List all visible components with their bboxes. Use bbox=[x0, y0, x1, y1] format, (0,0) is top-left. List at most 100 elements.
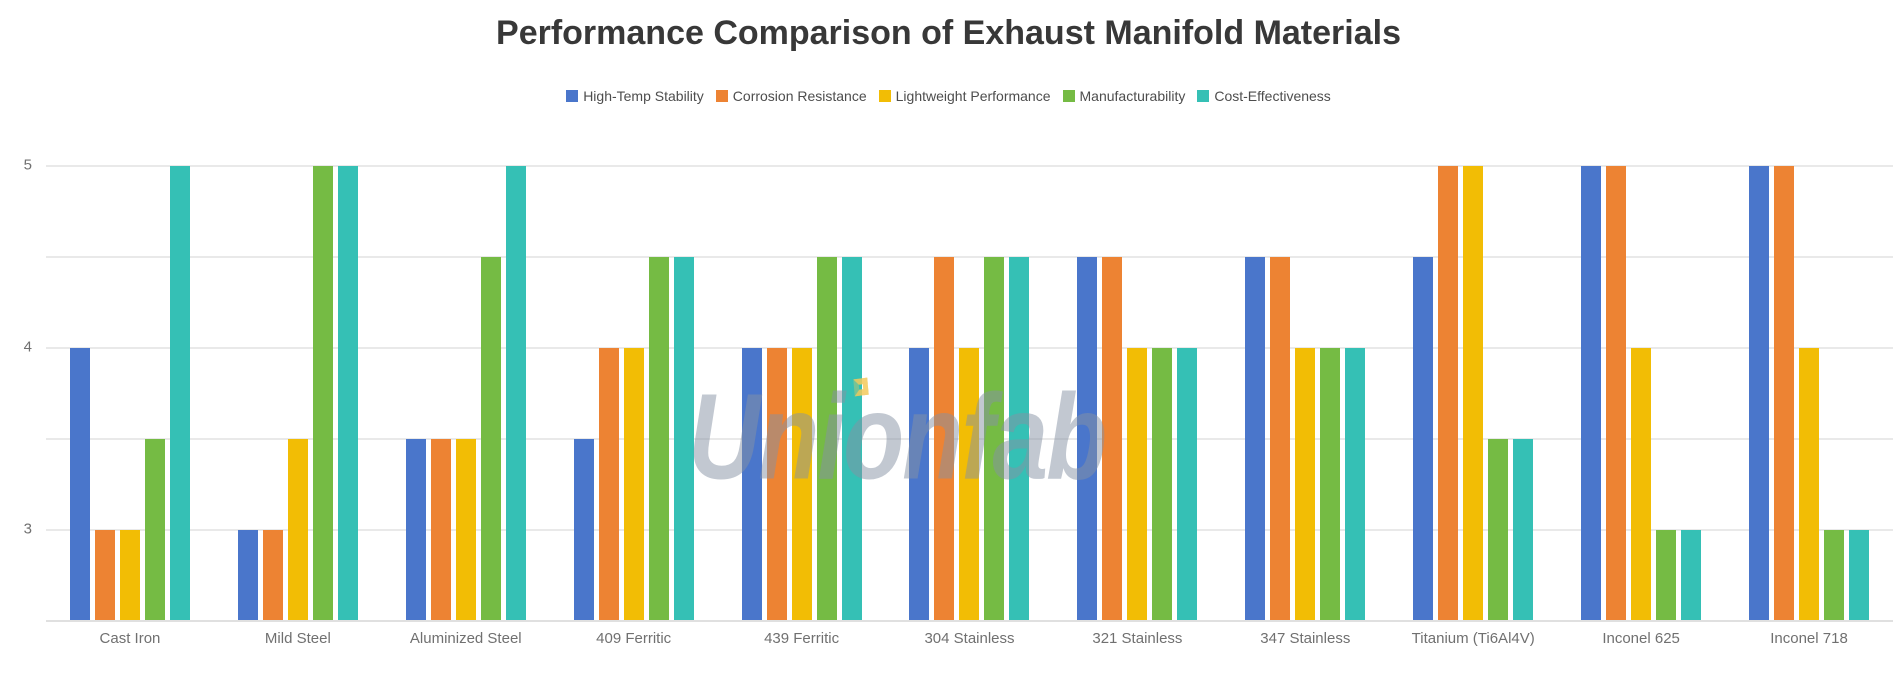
bar bbox=[430, 439, 451, 621]
y-tick-label-5: 5 bbox=[23, 156, 32, 174]
bar bbox=[455, 439, 476, 621]
bar bbox=[598, 348, 619, 621]
bar bbox=[262, 530, 283, 621]
bar bbox=[1824, 530, 1845, 621]
bar-group-9 bbox=[1389, 166, 1557, 621]
bar bbox=[909, 348, 930, 621]
bar bbox=[1681, 530, 1702, 621]
legend-item-3: Lightweight Performance bbox=[878, 88, 1051, 104]
bar bbox=[1606, 166, 1627, 621]
bar bbox=[1774, 166, 1795, 621]
legend-label: Manufacturability bbox=[1079, 88, 1186, 104]
bar bbox=[69, 348, 90, 621]
bar bbox=[1513, 439, 1534, 621]
legend-swatch-icon bbox=[715, 90, 728, 102]
y-tick-label-4: 4 bbox=[23, 338, 32, 356]
bar-group-6 bbox=[886, 166, 1054, 621]
bar bbox=[480, 257, 501, 621]
x-axis-line: 0 bbox=[46, 620, 1893, 622]
bar bbox=[94, 530, 115, 621]
bar-group-11 bbox=[1725, 166, 1893, 621]
bar bbox=[816, 257, 837, 621]
bar bbox=[1320, 348, 1341, 621]
bar bbox=[1152, 348, 1173, 621]
bar bbox=[841, 257, 862, 621]
bar bbox=[1631, 348, 1652, 621]
x-axis-labels: Cast Iron Mild Steel Aluminized Steel 409 F… bbox=[46, 630, 1893, 647]
bar bbox=[1438, 166, 1459, 621]
bar bbox=[623, 348, 644, 621]
bar-groups bbox=[46, 166, 1893, 621]
bar bbox=[287, 439, 308, 621]
bar bbox=[1463, 166, 1484, 621]
bar bbox=[1009, 257, 1030, 621]
bar bbox=[169, 166, 190, 621]
bar bbox=[1656, 530, 1677, 621]
bar-group-8 bbox=[1221, 166, 1389, 621]
bar bbox=[984, 257, 1005, 621]
x-axis-label-9: Titanium (Ti6Al4V) bbox=[1411, 630, 1535, 647]
x-axis-label-2: Mild Steel bbox=[264, 630, 331, 647]
bar-group-7 bbox=[1053, 166, 1221, 621]
bar bbox=[144, 439, 165, 621]
legend-swatch-icon bbox=[566, 90, 579, 102]
legend-item-5: Cost-Effectiveness bbox=[1197, 88, 1331, 104]
bar bbox=[673, 257, 694, 621]
y-tick-label-3: 3 bbox=[23, 520, 32, 538]
chart-legend: High-Temp Stability Corrosion Resistance L… bbox=[0, 88, 1897, 104]
bar-group-3 bbox=[382, 166, 550, 621]
bar bbox=[1413, 257, 1434, 621]
bar bbox=[1077, 257, 1098, 621]
bar bbox=[1245, 257, 1266, 621]
bar bbox=[573, 439, 594, 621]
bar bbox=[119, 530, 140, 621]
legend-label: Corrosion Resistance bbox=[732, 88, 867, 104]
bar bbox=[1345, 348, 1366, 621]
bar bbox=[1177, 348, 1198, 621]
legend-swatch-icon bbox=[878, 90, 891, 102]
chart-title: Performance Comparison of Exhaust Manifo… bbox=[496, 14, 1401, 52]
bar-group-2 bbox=[214, 166, 382, 621]
legend-item-2: Corrosion Resistance bbox=[715, 88, 867, 104]
bar bbox=[505, 166, 526, 621]
legend-label: Cost-Effectiveness bbox=[1214, 88, 1331, 104]
legend-label: High-Temp Stability bbox=[583, 88, 704, 104]
bar bbox=[1127, 348, 1148, 621]
bar bbox=[1849, 530, 1870, 621]
bar bbox=[741, 348, 762, 621]
bar bbox=[791, 348, 812, 621]
legend-swatch-icon bbox=[1062, 90, 1075, 102]
bar bbox=[934, 257, 955, 621]
x-axis-label-10: Inconel 625 bbox=[1602, 630, 1680, 647]
bar bbox=[1102, 257, 1123, 621]
x-axis-label-1: Cast Iron bbox=[99, 630, 161, 647]
bar bbox=[1270, 257, 1291, 621]
bar-group-4 bbox=[550, 166, 718, 621]
legend-item-4: Manufacturability bbox=[1062, 88, 1186, 104]
gridline-5: 5 bbox=[24, 157, 1893, 174]
bar-group-10 bbox=[1557, 166, 1725, 621]
bar bbox=[1799, 348, 1820, 621]
bar bbox=[237, 530, 258, 621]
x-axis-label-7: 321 Stainless bbox=[1092, 630, 1183, 647]
bar bbox=[312, 166, 333, 621]
bar bbox=[405, 439, 426, 621]
x-axis-label-4: 409 Ferritic bbox=[596, 630, 672, 647]
legend-label: Lightweight Performance bbox=[895, 88, 1051, 104]
gridline-4: 4 bbox=[24, 256, 1893, 356]
legend-swatch-icon bbox=[1197, 90, 1210, 102]
bar bbox=[766, 348, 787, 621]
x-axis-label-6: 304 Stainless bbox=[924, 630, 1015, 647]
x-axis-label-3: Aluminized Steel bbox=[409, 630, 522, 647]
bar bbox=[1488, 439, 1509, 621]
bar bbox=[1749, 166, 1770, 621]
legend-item-1: High-Temp Stability bbox=[566, 88, 704, 104]
bar bbox=[337, 166, 358, 621]
bar bbox=[1581, 166, 1602, 621]
bar-group-1 bbox=[46, 166, 214, 621]
x-axis-label-8: 347 Stainless bbox=[1260, 630, 1351, 647]
bar bbox=[1295, 348, 1316, 621]
bar-group-5 bbox=[718, 166, 886, 621]
x-axis-label-5: 439 Ferritic bbox=[764, 630, 840, 647]
